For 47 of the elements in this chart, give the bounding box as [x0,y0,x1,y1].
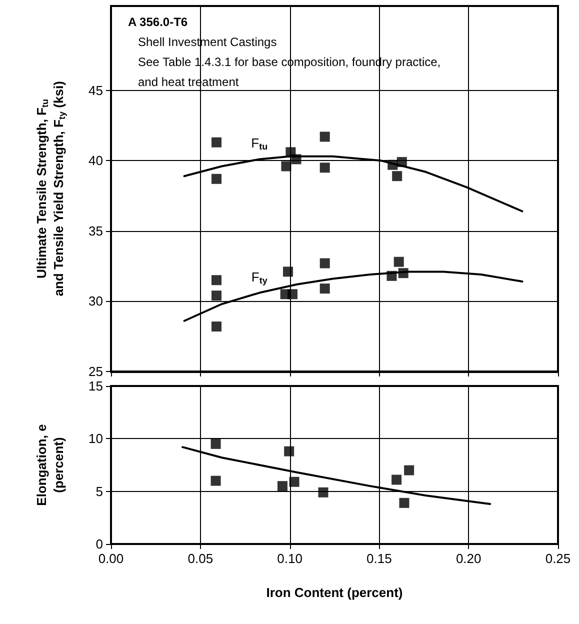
point [211,137,222,148]
y-tick-label: 30 [88,294,103,309]
point [291,154,302,164]
point [320,258,330,268]
point [283,266,294,277]
point [210,476,221,486]
y-axis-title: Elongation, e (percent) [34,424,66,506]
x-tick-label: 0.10 [277,551,302,566]
x-tick-label: 0.25 [545,551,571,566]
point [289,476,300,487]
y-tick-label: 0 [96,536,103,552]
annotation: A 356.0-T6 [128,15,188,29]
point [284,446,294,456]
point [281,161,292,172]
point [404,465,414,476]
point [211,275,222,286]
point [394,256,404,267]
x-tick-label: 0.05 [188,551,214,566]
point [210,438,221,449]
x-axis-title: Iron Content (percent) [266,585,403,600]
y-tick-label: 25 [88,364,103,379]
point [399,498,410,508]
y-tick-label: 15 [88,378,103,394]
point [386,270,397,281]
point [211,174,222,184]
point [320,284,330,294]
y-tick-label: 10 [88,431,103,446]
point [320,162,330,173]
point [398,268,408,278]
text: Ultimate Tensile Strength, Ftu and Tensile Yield Strength, Fty (ksi) [34,81,67,296]
point [392,171,402,182]
point [287,289,298,300]
x-tick-label: 0.20 [456,551,482,566]
x-tick-label: 0.00 [98,551,124,566]
point [392,474,402,485]
point [396,157,407,168]
y-tick-label: 45 [88,82,103,98]
y-tick-label: 5 [96,484,103,499]
y-tick-label: 35 [88,223,103,238]
point [277,481,288,492]
point [318,487,328,498]
y-tick-label: 40 [88,153,103,168]
point [211,322,222,332]
x-tick-label: 0.15 [366,551,392,566]
point [211,290,222,301]
point [388,160,398,170]
point [320,132,330,142]
